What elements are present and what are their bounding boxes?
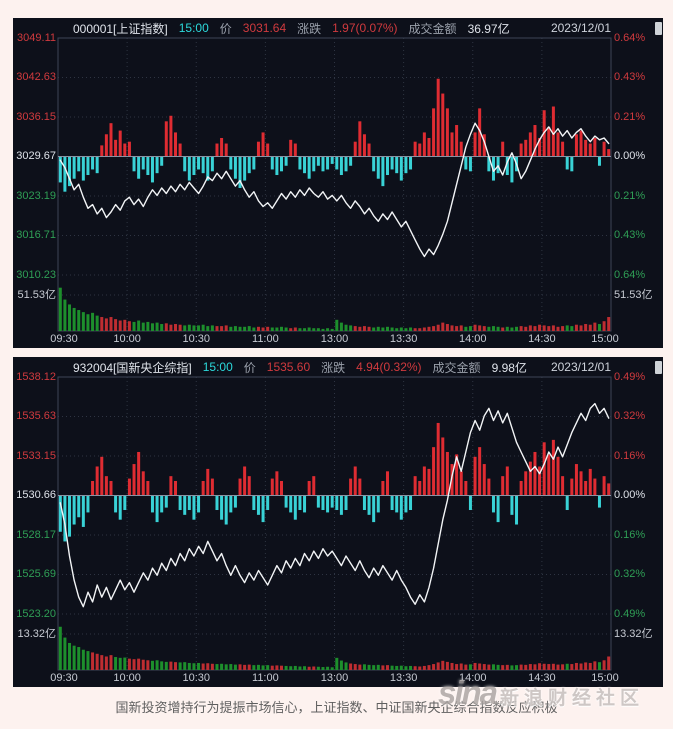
time-axis-label: 14:30	[528, 333, 556, 345]
scrollbar-thumb-marker[interactable]	[655, 361, 662, 374]
time-axis-label: 15:00	[591, 672, 619, 684]
time-axis-label: 10:00	[113, 333, 141, 345]
y-axis-percent-label: 0.00%	[614, 489, 646, 501]
amount-label: 成交金额	[408, 21, 457, 36]
y-axis-percent-label: 0.43%	[614, 71, 646, 83]
y-axis-percent-label: 0.64%	[614, 31, 646, 44]
stock-code-name[interactable]: 932004[国新央企综指]	[73, 360, 192, 375]
y-axis-price-label: 3023.19	[16, 189, 56, 202]
y-axis-price-label: 1535.63	[16, 410, 56, 422]
change-label: 涨跌	[321, 360, 346, 375]
time-axis-label: 09:30	[50, 672, 78, 684]
y-axis-price-label: 1538.12	[16, 370, 56, 383]
y-axis-price-label: 1525.69	[16, 568, 56, 580]
y-axis-price-label: 1530.66	[16, 489, 56, 501]
price-value: 3031.64	[242, 21, 287, 35]
amount-value: 9.98亿	[491, 360, 527, 375]
trade-date: 2023/12/01	[550, 21, 611, 35]
y-axis-price-label: 3010.23	[16, 268, 56, 281]
chart-header: 932004[国新央企综指] 15:00 价 1535.60 涨跌 4.94(0…	[13, 357, 663, 377]
index-chart-panel-csi-soe: 932004[国新央企综指] 15:00 价 1535.60 涨跌 4.94(0…	[13, 357, 663, 687]
time-axis-label: 14:00	[458, 333, 487, 345]
y-axis-price-label: 3036.15	[16, 110, 56, 123]
trade-date: 2023/12/01	[550, 360, 611, 374]
time-axis-label: 11:00	[252, 333, 279, 345]
y-axis-price-label: 1533.15	[16, 449, 56, 462]
y-axis-percent-label: 0.32%	[614, 410, 646, 422]
time-axis-label: 09:30	[50, 333, 78, 345]
time-axis-label: 13:30	[389, 672, 418, 684]
y-axis-price-label: 3042.63	[16, 71, 56, 83]
index-chart-panel-sse: 000001[上证指数] 15:00 价 3031.64 涨跌 1.97(0.0…	[13, 18, 663, 348]
price-label: 价	[219, 21, 232, 36]
time-axis-label: 14:00	[458, 672, 487, 684]
time-axis-label: 10:00	[113, 672, 141, 684]
quote-time: 15:00	[202, 360, 233, 374]
intraday-chart-canvas[interactable]	[13, 18, 663, 348]
price-label: 价	[243, 360, 256, 375]
time-axis-label: 13:30	[389, 333, 418, 345]
y-axis-price-label: 3016.71	[16, 229, 56, 241]
y-axis-price-label: 1528.17	[16, 528, 56, 541]
y-axis-percent-label: 0.00%	[614, 150, 646, 162]
volume-scale-label: 13.32亿	[614, 627, 653, 640]
chart-header: 000001[上证指数] 15:00 价 3031.64 涨跌 1.97(0.0…	[13, 18, 663, 38]
time-axis-label: 10:30	[182, 333, 211, 345]
volume-scale-label: 51.53亿	[614, 288, 653, 301]
scrollbar-thumb-marker[interactable]	[655, 22, 662, 35]
time-axis-label: 11:00	[252, 672, 279, 684]
change-value: 4.94(0.32%)	[356, 360, 422, 374]
y-axis-percent-label: 0.16%	[614, 449, 646, 462]
time-axis-label: 10:30	[182, 672, 211, 684]
y-axis-percent-label: 0.21%	[614, 189, 646, 202]
stock-code-name[interactable]: 000001[上证指数]	[73, 21, 168, 36]
amount-label: 成交金额	[432, 360, 481, 375]
quote-time: 15:00	[178, 21, 209, 35]
time-axis-label: 14:30	[528, 672, 556, 684]
y-axis-percent-label: 0.16%	[614, 528, 646, 541]
y-axis-price-label: 1523.20	[16, 607, 56, 620]
time-axis-label: 13:00	[320, 672, 349, 684]
amount-value: 36.97亿	[467, 21, 510, 36]
volume-scale-label: 13.32亿	[17, 627, 56, 640]
y-axis-percent-label: 0.21%	[614, 110, 646, 123]
y-axis-percent-label: 0.49%	[614, 607, 646, 620]
news-caption: 国新投资增持行为提振市场信心，上证指数、中证国新央企综合指数反应积极	[115, 700, 558, 715]
time-axis-label: 13:00	[320, 333, 349, 345]
y-axis-percent-label: 0.32%	[614, 568, 646, 580]
y-axis-percent-label: 0.64%	[614, 268, 646, 281]
time-axis-label: 15:00	[591, 333, 619, 345]
price-value: 1535.60	[266, 360, 311, 374]
change-value: 1.97(0.07%)	[332, 21, 398, 35]
y-axis-percent-label: 0.43%	[614, 229, 646, 241]
intraday-chart-canvas[interactable]	[13, 357, 663, 687]
y-axis-price-label: 3029.67	[16, 150, 56, 162]
volume-scale-label: 51.53亿	[17, 288, 56, 301]
change-label: 涨跌	[297, 21, 322, 36]
y-axis-price-label: 3049.11	[17, 31, 56, 44]
y-axis-percent-label: 0.49%	[614, 370, 646, 383]
